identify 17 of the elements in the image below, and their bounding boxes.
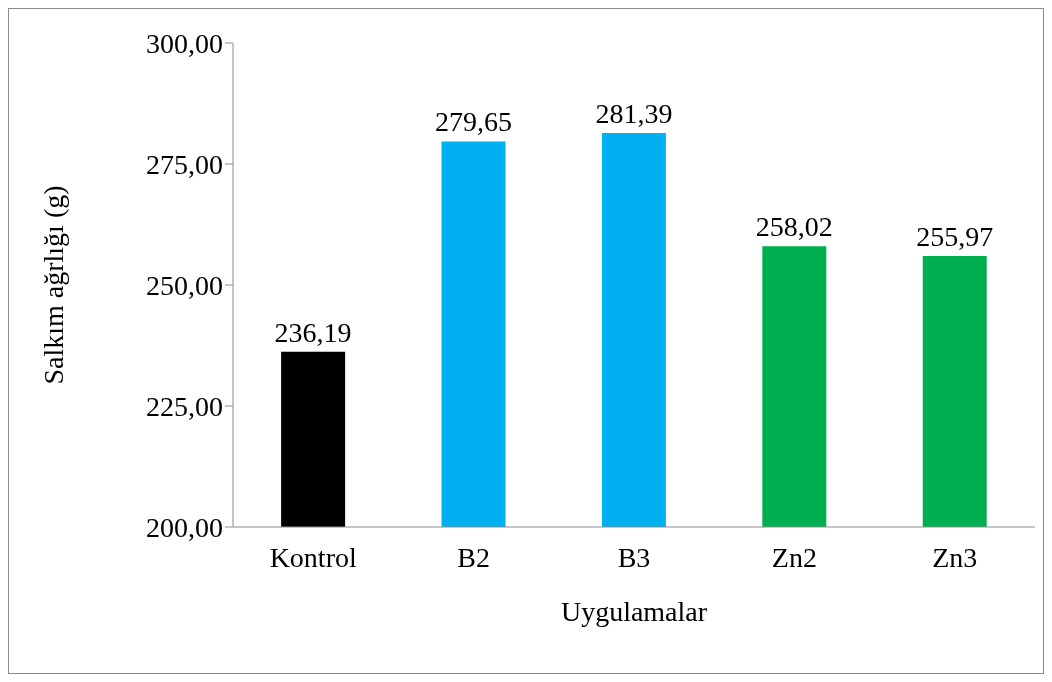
x-tick-label: Kontrol [269, 541, 357, 573]
y-tick-label: 275,00 [146, 148, 223, 180]
x-tick-label: B3 [617, 541, 651, 573]
x-tick-label: B2 [457, 541, 490, 573]
data-label: 281,39 [595, 98, 673, 130]
x-axis-title: Uygulamalar [560, 596, 708, 627]
data-label: 258,02 [755, 211, 833, 243]
data-label: 279,65 [435, 106, 513, 138]
y-tick-label: 250,00 [146, 269, 223, 301]
y-tick-label: 225,00 [146, 390, 223, 422]
data-label: 236,19 [274, 316, 352, 348]
x-tick-label: Zn2 [771, 541, 817, 573]
y-axis-title: Salkım ağrlığı (g) [37, 185, 69, 385]
y-tick-label: 300,00 [146, 27, 223, 59]
x-tick-label: Zn3 [932, 541, 978, 573]
data-label: 255,97 [916, 221, 994, 253]
y-tick-label: 200,00 [146, 511, 223, 543]
